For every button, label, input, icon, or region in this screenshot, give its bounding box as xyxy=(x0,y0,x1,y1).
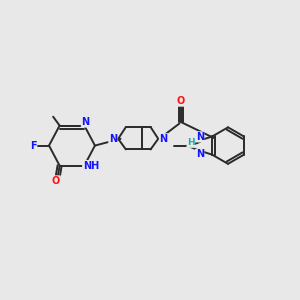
Text: NH: NH xyxy=(83,160,99,171)
Text: N: N xyxy=(160,134,168,144)
Text: F: F xyxy=(30,141,36,151)
Text: N: N xyxy=(109,134,117,144)
Text: N: N xyxy=(196,132,204,142)
Text: O: O xyxy=(52,176,60,186)
Text: H: H xyxy=(187,138,195,147)
Text: O: O xyxy=(177,96,185,106)
Text: N: N xyxy=(196,149,204,159)
Text: N: N xyxy=(82,117,90,127)
